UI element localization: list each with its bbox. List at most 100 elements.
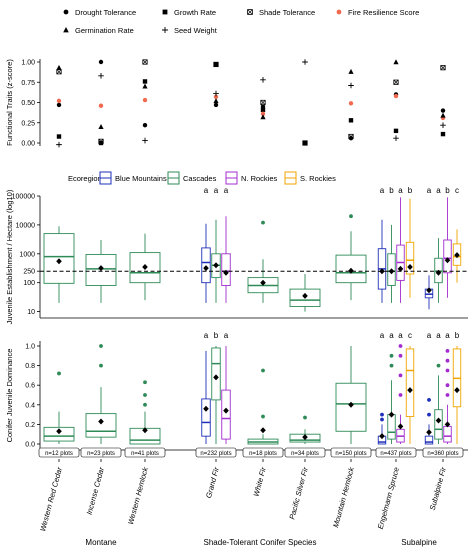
box-outlier [445, 358, 450, 363]
trait-point [348, 68, 354, 74]
trait-point [440, 122, 446, 128]
box-mean-diamond [142, 427, 148, 434]
box-iqr [387, 414, 396, 440]
box-mean-diamond [454, 387, 460, 394]
significance-letter: a [445, 331, 450, 340]
box-mean-diamond [444, 421, 451, 428]
legend-label: Growth Rate [174, 8, 216, 17]
box-mean-diamond [379, 433, 385, 440]
x-tick-label: Engelmann Spruce [376, 466, 401, 530]
box-group [247, 220, 279, 303]
box-outlier [261, 414, 265, 419]
box-group [43, 371, 75, 444]
trait-point [142, 137, 148, 144]
box-group [129, 233, 161, 301]
plot-count-box [124, 447, 166, 458]
box-group [335, 346, 367, 444]
x-group-label: Montane [85, 538, 117, 547]
box-iqr [405, 241, 415, 275]
plot-count-label: n=360 plots [427, 451, 458, 457]
legend-label: Seed Weight [174, 26, 218, 35]
plot-count-box [38, 447, 80, 458]
trait-point [213, 98, 219, 104]
box-mean-diamond [379, 268, 385, 275]
trait-point [142, 79, 148, 84]
box-outlier [143, 380, 147, 385]
significance-letter: a [204, 186, 209, 195]
box-group [85, 344, 117, 444]
trait-point [260, 99, 266, 106]
box-iqr [85, 413, 117, 438]
y-axis-title: Conifer Juvenile Dominance [5, 349, 14, 443]
plot-count-label: n=18 plots [249, 451, 277, 457]
trait-point [260, 114, 266, 120]
legend-label: Germination Rate [75, 26, 134, 35]
trait-point [393, 93, 399, 99]
y-tick-label: 100000 [12, 194, 35, 201]
significance-letter: a [380, 331, 385, 340]
box-group [85, 240, 117, 303]
significance-letter: b [408, 186, 413, 195]
y-tick-label: 0.00 [21, 141, 35, 148]
trait-point [56, 102, 62, 108]
legend-key-box [167, 171, 180, 185]
x-tick-label: Incense Cedar [85, 466, 106, 516]
box-mean-diamond [444, 257, 451, 264]
box-mean-diamond [397, 265, 404, 272]
significance-letter: c [455, 186, 459, 195]
y-tick-label: 0.75 [21, 80, 35, 87]
trait-point [348, 118, 354, 123]
trait-point [213, 90, 219, 97]
box-group [43, 226, 75, 303]
box-mean-diamond [454, 252, 460, 259]
box-mean-diamond [302, 434, 308, 441]
y-tick-label: 0.2 [25, 422, 35, 429]
significance-letter: a [214, 186, 219, 195]
box-mean-diamond [407, 387, 413, 394]
box-mean-diamond [213, 262, 219, 269]
significance-letter: a [224, 186, 229, 195]
box-outlier [436, 363, 441, 368]
plot-count-box [195, 447, 237, 458]
box-iqr [201, 398, 211, 437]
box-outlier [389, 353, 394, 358]
y-tick-label: 250 [23, 269, 35, 276]
y-tick-label: 0.4 [25, 402, 35, 409]
y-tick-label: 0.6 [25, 383, 35, 390]
y-tick-label: 0.25 [21, 120, 35, 127]
boxx-square [440, 65, 446, 71]
plot-count-label: n=23 plots [87, 451, 115, 457]
box-mean-diamond [223, 407, 229, 414]
significance-letter: b [389, 186, 394, 195]
box-mean-diamond [426, 429, 432, 436]
plot-count-label: n=12 plots [45, 451, 73, 457]
trait-point [56, 64, 62, 70]
box-iqr [221, 253, 231, 286]
legend-key-box [284, 171, 297, 185]
box-group [289, 273, 321, 312]
significance-letter: a [427, 186, 432, 195]
trait-point [213, 94, 219, 100]
box-outlier [261, 220, 265, 225]
x-tick-label: Western Hemlock [126, 465, 150, 526]
plot-count-label: n=41 plots [131, 451, 159, 457]
box-outlier [398, 393, 403, 397]
legend-title: Ecoregion [68, 174, 102, 183]
y-axis-title: Functional Traits (z-score) [5, 59, 14, 146]
box-mean-diamond [142, 263, 148, 270]
legend-label: Fire Resilience Score [348, 8, 419, 17]
boxx-square [98, 138, 104, 144]
boxx-cross [440, 65, 446, 71]
box-outlier [398, 373, 403, 378]
box-mean-diamond [56, 258, 62, 265]
box-outlier [398, 344, 403, 348]
trait-point [440, 108, 446, 113]
boxx-cross [213, 61, 219, 67]
box-group [289, 415, 321, 444]
box-outlier [349, 214, 353, 219]
